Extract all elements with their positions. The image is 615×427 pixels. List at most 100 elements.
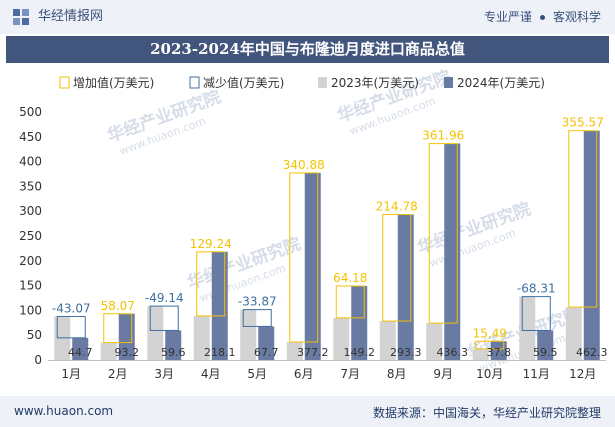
y-tick-label: 300 xyxy=(19,204,42,218)
value-2024-label: 59.6 xyxy=(161,346,186,359)
x-tick-label: 3月 xyxy=(154,367,174,381)
value-2024-label: 93.2 xyxy=(115,346,140,359)
decrease-box xyxy=(149,305,179,331)
increase-box xyxy=(196,251,226,317)
value-2024-label: 462.3 xyxy=(576,346,608,359)
legend-label: 2024年(万美元) xyxy=(457,76,545,90)
x-tick-label: 9月 xyxy=(433,367,453,381)
chart-title: 2023-2024年中国与布隆迪月度进口商品总值 xyxy=(150,40,465,58)
value-2024-label: 436.3 xyxy=(437,346,469,359)
value-2024-label: 37.8 xyxy=(487,346,512,359)
bar-2024 xyxy=(165,330,182,360)
value-2024-label: 293.3 xyxy=(390,346,422,359)
legend-2024-swatch xyxy=(444,77,453,88)
bar-2024 xyxy=(444,143,461,360)
bar-2024 xyxy=(258,326,275,360)
bar-2024 xyxy=(304,172,321,360)
legend-label: 2023年(万美元) xyxy=(331,76,419,90)
bar-2023 xyxy=(472,348,489,360)
change-value-label: 355.57 xyxy=(562,116,604,130)
bar-2024 xyxy=(583,130,600,360)
change-value-label: 64.18 xyxy=(333,271,367,285)
brand-logo: 华经情报网 xyxy=(12,8,103,26)
bar-2023 xyxy=(379,321,396,360)
x-tick-label: 1月 xyxy=(61,367,81,381)
x-tick-label: 4月 xyxy=(201,367,221,381)
change-value-label: 340.88 xyxy=(283,158,325,172)
y-tick-label: 200 xyxy=(19,254,42,268)
increase-box xyxy=(475,340,505,350)
value-2024-label: 67.7 xyxy=(254,346,279,359)
y-tick-label: 500 xyxy=(19,105,42,119)
bar-2024 xyxy=(351,285,368,360)
tagline: 专业严谨 客观科学 xyxy=(484,9,601,25)
legend-decrease-swatch xyxy=(189,76,200,89)
legend-label: 增加值(万美元) xyxy=(73,75,154,90)
change-value-label: -68.31 xyxy=(517,282,556,296)
change-value-label: 214.78 xyxy=(376,200,418,214)
bar-2023 xyxy=(286,341,303,360)
x-tick-label: 5月 xyxy=(247,367,267,381)
bar-2023 xyxy=(147,306,164,360)
bar-2024 xyxy=(72,337,89,360)
bar-2023 xyxy=(519,296,536,360)
decrease-box xyxy=(521,296,551,331)
x-tick-label: 8月 xyxy=(387,367,407,381)
y-tick-label: 450 xyxy=(19,130,42,144)
tagline-2: 客观科学 xyxy=(552,10,601,24)
bar-2024 xyxy=(397,214,414,360)
y-tick-label: 250 xyxy=(19,229,42,243)
x-tick-label: 12月 xyxy=(569,367,596,381)
y-tick-label: 350 xyxy=(19,179,42,193)
increase-box xyxy=(382,214,412,322)
value-2024-label: 149.2 xyxy=(344,346,376,359)
y-tick-label: 150 xyxy=(19,279,42,293)
brand-name: 华经情报网 xyxy=(38,9,104,24)
increase-box xyxy=(335,285,365,319)
decrease-box xyxy=(242,309,272,327)
logo-icon xyxy=(13,9,29,25)
tagline-dot xyxy=(539,14,545,20)
bar-2023 xyxy=(240,309,257,360)
footer-bar: www.huaon.com 数据来源：中国海关，华经产业研究院整理 xyxy=(0,396,615,427)
bar-2023 xyxy=(193,315,210,360)
x-tick-label: 6月 xyxy=(294,367,314,381)
bar-chart: 华经产业研究院www.huaon.com华经产业研究院www.huaon.com… xyxy=(19,66,608,381)
y-tick-label: 400 xyxy=(19,155,42,169)
change-value-label: -49.14 xyxy=(145,291,184,305)
change-value-label: 129.24 xyxy=(190,237,232,251)
footer-source: 数据来源：中国海关，华经产业研究院整理 xyxy=(372,406,601,420)
increase-box xyxy=(289,172,319,343)
header-bar: 华经情报网 专业严谨 客观科学 xyxy=(0,0,615,34)
increase-box xyxy=(103,313,133,344)
change-value-label: 58.07 xyxy=(101,299,135,313)
y-tick-label: 50 xyxy=(27,328,42,342)
y-tick-label: 100 xyxy=(19,303,42,317)
x-tick-label: 2月 xyxy=(108,367,128,381)
change-value-label: 15.49 xyxy=(473,326,507,340)
bar-2024 xyxy=(211,251,228,360)
x-tick-label: 7月 xyxy=(340,367,360,381)
change-value-label: 361.96 xyxy=(422,129,464,143)
value-2024-label: 44.7 xyxy=(68,346,93,359)
tagline-1: 专业严谨 xyxy=(483,10,532,24)
change-value-label: -33.87 xyxy=(238,295,277,309)
increase-box xyxy=(568,130,598,308)
x-tick-label: 10月 xyxy=(476,367,503,381)
legend-2023-swatch xyxy=(318,77,327,88)
bar-2024 xyxy=(490,341,507,360)
value-2024-label: 377.2 xyxy=(297,346,329,359)
bar-2023 xyxy=(565,307,582,360)
bar-2023 xyxy=(426,323,443,360)
bar-2023 xyxy=(100,342,117,360)
bar-2024 xyxy=(118,313,135,360)
legend-label: 减少值(万美元) xyxy=(203,75,284,90)
decrease-box xyxy=(56,315,86,339)
legend-increase-swatch xyxy=(59,76,70,89)
bar-2024 xyxy=(537,330,554,360)
value-2024-label: 59.5 xyxy=(533,346,558,359)
footer-site: www.huaon.com xyxy=(14,404,114,418)
x-tick-label: 11月 xyxy=(523,367,550,381)
title-bar: 2023-2024年中国与布隆迪月度进口商品总值 xyxy=(6,36,609,63)
